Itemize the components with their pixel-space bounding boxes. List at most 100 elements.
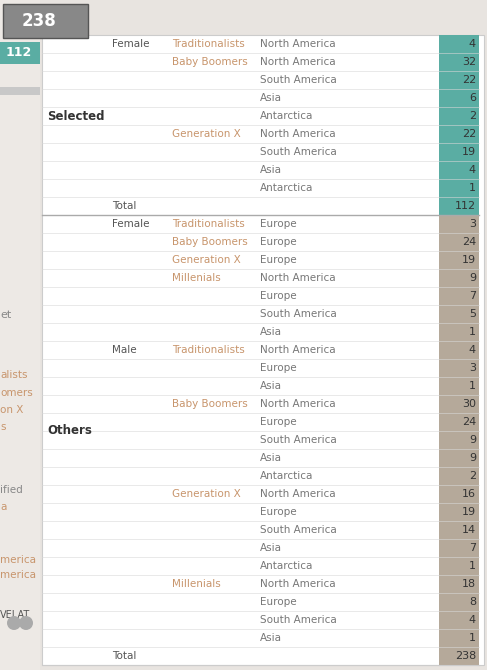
- Text: 7: 7: [469, 543, 476, 553]
- Text: Selected: Selected: [47, 109, 105, 123]
- Bar: [0, 42, 40, 64]
- Text: Asia: Asia: [260, 327, 282, 337]
- Text: Europe: Europe: [260, 237, 297, 247]
- Bar: [439, 377, 479, 395]
- Bar: [439, 197, 479, 215]
- Text: 16: 16: [462, 489, 476, 499]
- Text: 22: 22: [462, 129, 476, 139]
- Text: merica: merica: [0, 555, 36, 565]
- Text: VELAT: VELAT: [0, 610, 30, 620]
- Bar: [439, 647, 479, 665]
- Text: Asia: Asia: [260, 381, 282, 391]
- Bar: [439, 323, 479, 341]
- Text: South America: South America: [260, 615, 337, 625]
- Bar: [439, 125, 479, 143]
- Text: 30: 30: [462, 399, 476, 409]
- Text: Asia: Asia: [260, 633, 282, 643]
- Text: North America: North America: [260, 489, 336, 499]
- Text: 19: 19: [462, 507, 476, 517]
- Text: Europe: Europe: [260, 417, 297, 427]
- Text: Traditionalists: Traditionalists: [172, 39, 245, 49]
- Bar: [439, 485, 479, 503]
- Text: Asia: Asia: [260, 453, 282, 463]
- Bar: [439, 629, 479, 647]
- Text: Baby Boomers: Baby Boomers: [172, 399, 248, 409]
- Text: 4: 4: [469, 345, 476, 355]
- Text: North America: North America: [260, 579, 336, 589]
- Text: 7: 7: [469, 291, 476, 301]
- Text: a: a: [0, 502, 6, 512]
- Text: Antarctica: Antarctica: [260, 183, 313, 193]
- Text: Female: Female: [112, 39, 150, 49]
- Bar: [439, 593, 479, 611]
- Text: Traditionalists: Traditionalists: [172, 345, 245, 355]
- Bar: [439, 467, 479, 485]
- Text: 1: 1: [469, 381, 476, 391]
- Text: Millenials: Millenials: [172, 273, 221, 283]
- Text: 112: 112: [6, 46, 32, 60]
- Text: Europe: Europe: [260, 363, 297, 373]
- Bar: [439, 431, 479, 449]
- Text: Male: Male: [112, 345, 137, 355]
- Text: 4: 4: [469, 615, 476, 625]
- Text: North America: North America: [260, 57, 336, 67]
- Text: Asia: Asia: [260, 165, 282, 175]
- Text: Europe: Europe: [260, 219, 297, 229]
- Text: on X: on X: [0, 405, 23, 415]
- Bar: [439, 107, 479, 125]
- Text: 8: 8: [469, 597, 476, 607]
- Text: 24: 24: [462, 237, 476, 247]
- Text: alists: alists: [0, 370, 27, 380]
- Text: 4: 4: [469, 165, 476, 175]
- Text: 14: 14: [462, 525, 476, 535]
- Text: Generation X: Generation X: [172, 255, 241, 265]
- Text: Antarctica: Antarctica: [260, 471, 313, 481]
- Bar: [0, 87, 40, 95]
- Text: 6: 6: [469, 93, 476, 103]
- Text: omers: omers: [0, 388, 33, 398]
- Bar: [439, 53, 479, 71]
- Text: 238: 238: [455, 651, 476, 661]
- Bar: [439, 305, 479, 323]
- Text: Antarctica: Antarctica: [260, 561, 313, 571]
- Text: North America: North America: [260, 129, 336, 139]
- Text: 3: 3: [469, 219, 476, 229]
- Bar: [439, 503, 479, 521]
- Text: South America: South America: [260, 435, 337, 445]
- Text: Millenials: Millenials: [172, 579, 221, 589]
- Text: 5: 5: [469, 309, 476, 319]
- Text: 112: 112: [455, 201, 476, 211]
- Text: s: s: [0, 422, 5, 432]
- Text: Europe: Europe: [260, 507, 297, 517]
- Bar: [439, 35, 479, 53]
- Bar: [439, 557, 479, 575]
- Bar: [439, 449, 479, 467]
- Text: 18: 18: [462, 579, 476, 589]
- Bar: [439, 233, 479, 251]
- FancyBboxPatch shape: [3, 4, 88, 38]
- Text: South America: South America: [260, 75, 337, 85]
- Bar: [439, 161, 479, 179]
- Text: North America: North America: [260, 273, 336, 283]
- Text: Others: Others: [47, 425, 92, 438]
- Bar: [439, 179, 479, 197]
- Text: 2: 2: [469, 471, 476, 481]
- Bar: [439, 395, 479, 413]
- Text: 19: 19: [462, 147, 476, 157]
- Bar: [439, 359, 479, 377]
- Bar: [439, 269, 479, 287]
- Text: Baby Boomers: Baby Boomers: [172, 57, 248, 67]
- Text: South America: South America: [260, 309, 337, 319]
- Bar: [0, 0, 40, 670]
- Text: 1: 1: [469, 633, 476, 643]
- Bar: [439, 287, 479, 305]
- Text: Generation X: Generation X: [172, 129, 241, 139]
- Text: South America: South America: [260, 525, 337, 535]
- Text: Europe: Europe: [260, 597, 297, 607]
- Bar: [439, 71, 479, 89]
- Text: Europe: Europe: [260, 291, 297, 301]
- Text: North America: North America: [260, 345, 336, 355]
- Text: 1: 1: [469, 561, 476, 571]
- Text: Europe: Europe: [260, 255, 297, 265]
- Bar: [439, 341, 479, 359]
